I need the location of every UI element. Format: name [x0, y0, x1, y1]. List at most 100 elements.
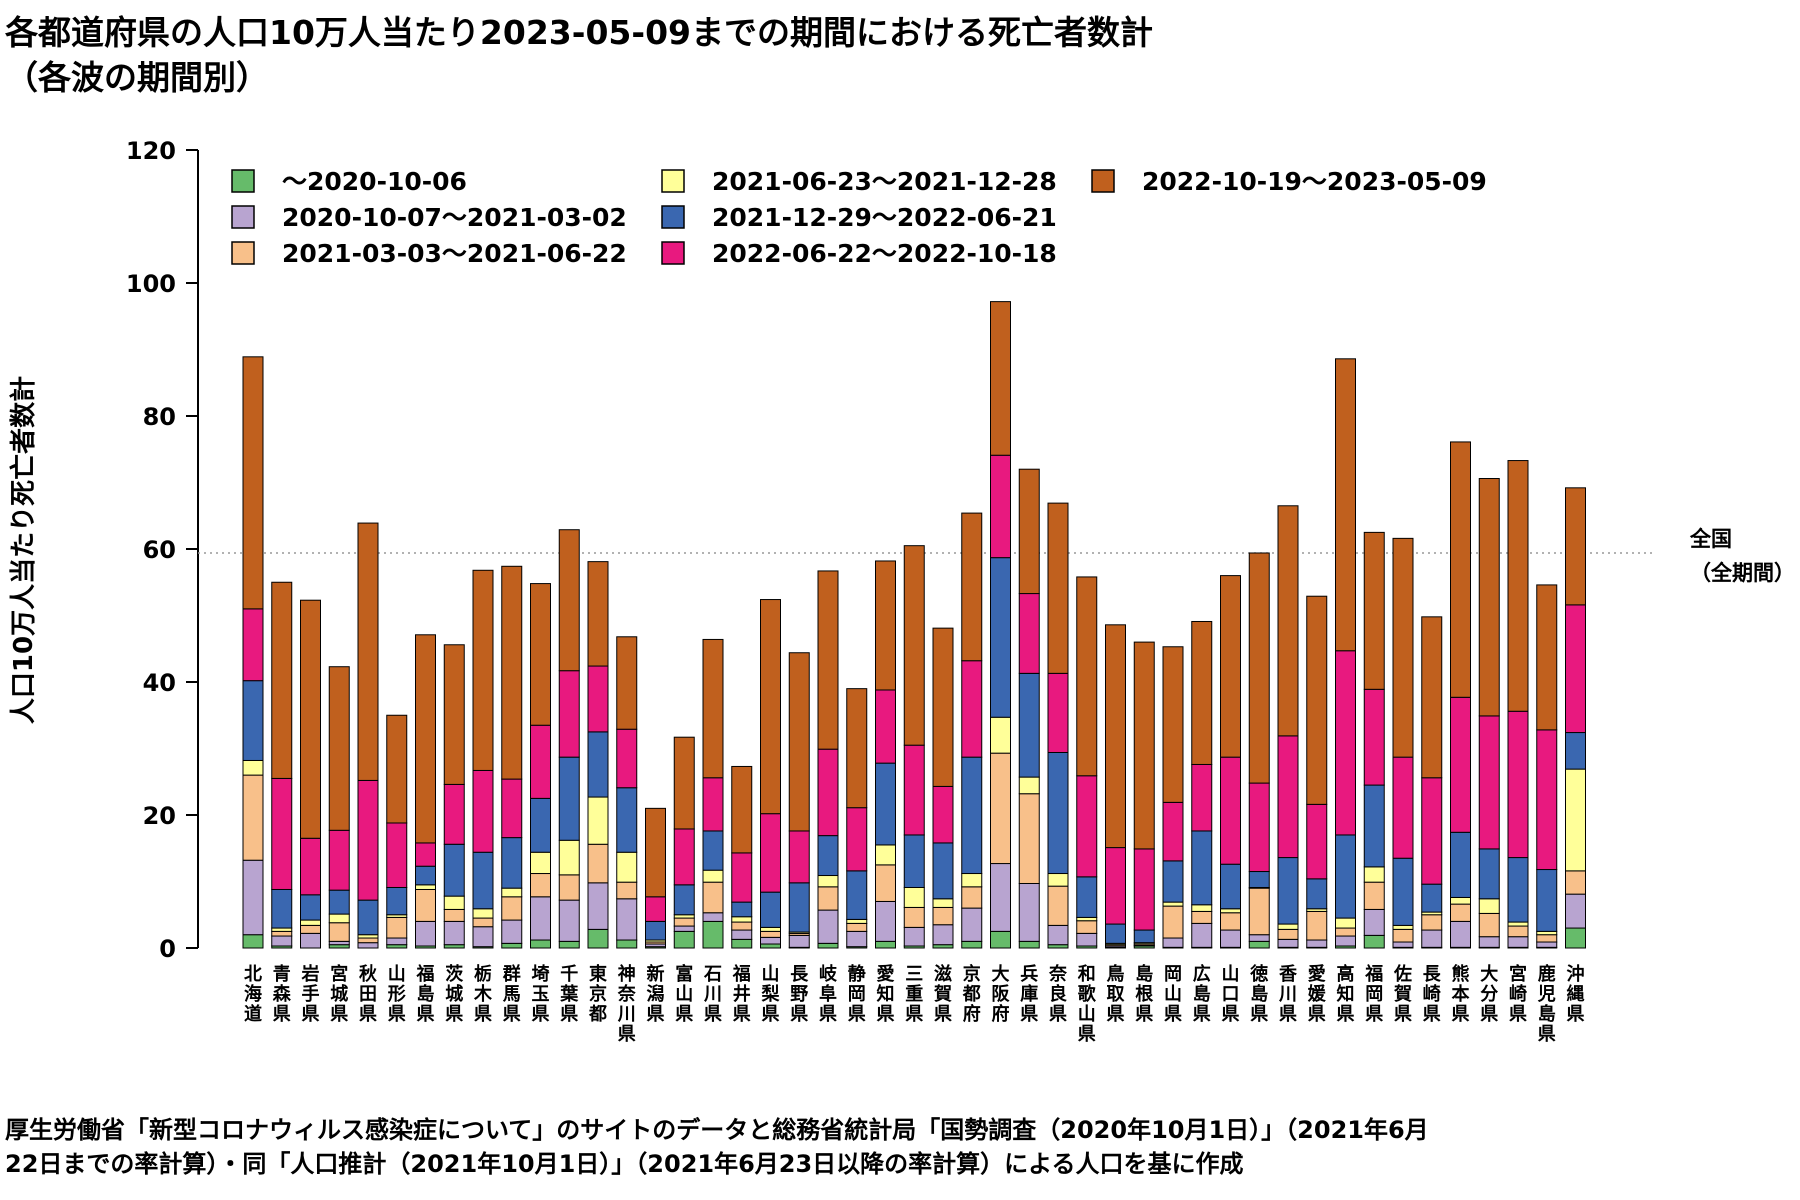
bar-segment — [328, 829, 350, 891]
bar-segment — [673, 736, 695, 830]
x-tick-label: 秋田県 — [359, 963, 378, 1025]
y-tick-label: 80 — [143, 403, 176, 431]
bar-segment — [415, 920, 436, 947]
bar-segment — [530, 896, 551, 941]
svg-text:府: 府 — [992, 1003, 1010, 1025]
svg-text:高: 高 — [1337, 963, 1355, 985]
svg-text:県: 県 — [1279, 1004, 1297, 1025]
x-tick-labels: 北海道青森県岩手県宮城県秋田県山形県福島県茨城県栃木県群馬県埼玉県千葉県東京都神… — [244, 963, 1585, 1045]
bar-segment — [1076, 876, 1098, 918]
bar-segment — [961, 512, 983, 662]
bar-segment — [645, 896, 666, 922]
svg-text:山: 山 — [1164, 984, 1182, 1005]
bar-segment — [1076, 576, 1098, 777]
svg-text:千: 千 — [560, 964, 578, 985]
bar-segment — [1335, 927, 1356, 937]
svg-text:縄: 縄 — [1567, 983, 1585, 1005]
national-label-line2: （全期間） — [1690, 561, 1795, 585]
bar-segment — [558, 899, 580, 942]
bar-segment — [530, 797, 551, 853]
bar-segment — [587, 731, 609, 798]
svg-text:群: 群 — [503, 963, 521, 985]
svg-text:茨: 茨 — [445, 963, 463, 985]
bar-segment — [1536, 934, 1558, 943]
x-tick-label: 石川県 — [703, 964, 722, 1025]
bar-segment — [673, 930, 695, 949]
bar-segment — [1450, 831, 1471, 898]
x-tick-label: 京都府 — [962, 963, 981, 1025]
bar-segment — [1047, 873, 1069, 887]
x-tick-label: 岐阜県 — [819, 963, 838, 1025]
bar-segment — [328, 913, 350, 924]
svg-text:県: 県 — [1049, 1004, 1067, 1025]
svg-text:児: 児 — [1537, 984, 1556, 1005]
bar-segment — [1105, 624, 1126, 849]
bar-segment — [990, 301, 1011, 456]
x-tick-label: 愛知県 — [877, 963, 895, 1025]
bar-segment — [1536, 869, 1558, 932]
bar-segment — [357, 522, 379, 781]
bar-segment — [961, 886, 983, 909]
svg-text:取: 取 — [1107, 984, 1126, 1005]
source-note-line2: 22日までの率計算）・同「人口推計（2021年10月1日）」（2021年6月23… — [5, 1150, 1243, 1178]
svg-text:兵: 兵 — [1020, 964, 1038, 985]
y-tick-label: 60 — [143, 536, 176, 564]
svg-text:重: 重 — [905, 983, 923, 1005]
bar-segment — [300, 919, 321, 926]
svg-text:沖: 沖 — [1567, 963, 1585, 985]
bar-segment — [300, 924, 321, 934]
svg-text:手: 手 — [302, 983, 320, 1005]
svg-text:和: 和 — [1078, 964, 1096, 985]
svg-text:県: 県 — [618, 1024, 636, 1045]
bar-segment — [731, 852, 753, 903]
svg-text:県: 県 — [330, 1004, 348, 1025]
bar-segment — [1277, 505, 1299, 737]
bar-segment — [1363, 688, 1385, 786]
bar-segment — [1248, 934, 1270, 942]
svg-text:石: 石 — [703, 964, 722, 985]
x-tick-label: 福岡県 — [1364, 963, 1383, 1025]
bar-segment — [1018, 468, 1040, 595]
svg-text:島: 島 — [1250, 983, 1268, 1005]
bar-segment — [501, 887, 523, 898]
svg-text:福: 福 — [1364, 963, 1383, 985]
bar-segment — [386, 822, 408, 888]
svg-text:山: 山 — [388, 964, 406, 985]
svg-text:宮: 宮 — [330, 963, 348, 985]
bar-segment — [702, 830, 724, 871]
svg-text:県: 県 — [560, 1004, 578, 1025]
svg-text:川: 川 — [1278, 984, 1297, 1005]
bar-segment — [731, 916, 753, 923]
bar-segment — [1105, 923, 1126, 944]
bar-segment — [1478, 478, 1500, 717]
svg-text:県: 県 — [905, 1004, 923, 1025]
svg-text:岡: 岡 — [1365, 984, 1383, 1005]
bar-segment — [1536, 941, 1558, 948]
bar-segment — [443, 783, 465, 845]
svg-text:山: 山 — [762, 964, 780, 985]
svg-text:奈: 奈 — [1048, 963, 1068, 985]
bar-segment — [760, 926, 781, 932]
x-tick-label: 長野県 — [790, 964, 809, 1025]
x-tick-label: 千葉県 — [559, 964, 579, 1025]
svg-text:井: 井 — [733, 983, 751, 1005]
bar-segment — [1133, 848, 1155, 931]
svg-text:岩: 岩 — [301, 963, 320, 985]
svg-text:県: 県 — [848, 1004, 866, 1025]
bar-segment — [846, 922, 868, 932]
bar-segment — [443, 920, 465, 946]
bar-segment — [443, 908, 465, 922]
svg-text:口: 口 — [1222, 984, 1240, 1005]
bar-segment — [242, 759, 264, 776]
source-note-line1: 厚生労働省「新型コロナウィルス感染症について」のサイトのデータと総務省統計局「国… — [5, 1116, 1429, 1144]
svg-text:県: 県 — [1394, 1004, 1412, 1025]
svg-text:県: 県 — [532, 1004, 550, 1025]
svg-text:県: 県 — [1567, 1004, 1585, 1025]
svg-text:秋: 秋 — [359, 963, 378, 985]
svg-text:広: 広 — [1193, 963, 1211, 985]
bar-segment — [1018, 593, 1040, 674]
bar-segment — [1421, 929, 1443, 948]
svg-text:県: 県 — [359, 1004, 377, 1025]
svg-text:形: 形 — [388, 984, 406, 1005]
